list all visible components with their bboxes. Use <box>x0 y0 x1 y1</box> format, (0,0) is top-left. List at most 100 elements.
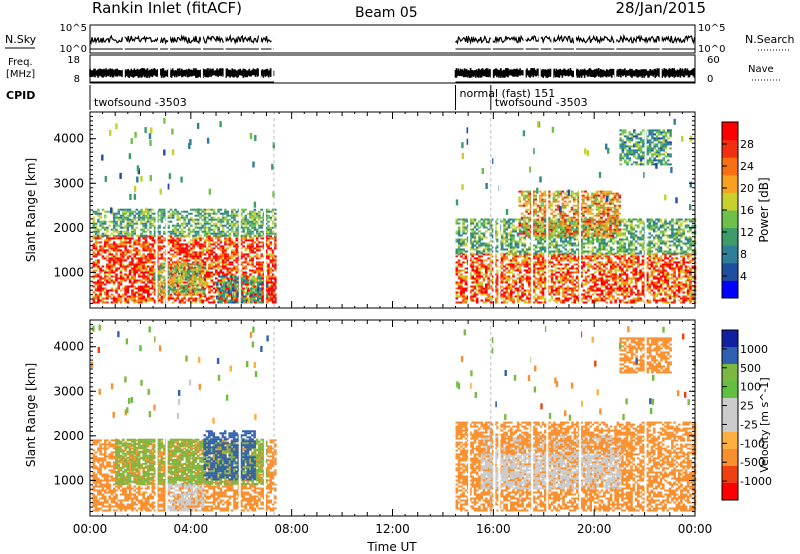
echo-cell <box>680 301 683 304</box>
echo-cell <box>249 212 252 215</box>
echo-cell <box>539 281 543 284</box>
echo-cell <box>110 279 114 282</box>
echo-cell <box>259 277 262 280</box>
echo-cell <box>491 228 495 231</box>
echo-cell <box>689 293 692 296</box>
echo-cell <box>227 289 230 292</box>
echo-cell <box>226 234 229 237</box>
echo-cell <box>122 251 125 254</box>
echo-cell <box>671 285 674 288</box>
echo-cell <box>489 248 493 251</box>
echo-cell <box>460 283 463 286</box>
echo-cell <box>652 281 656 284</box>
echo-cell <box>473 269 477 272</box>
echo-cell <box>598 269 602 272</box>
echo-cell <box>505 281 508 284</box>
echo-cell <box>539 289 543 292</box>
freq-unit: [MHz] <box>6 69 35 80</box>
echo-cell <box>464 281 468 284</box>
echo-cell <box>178 268 181 271</box>
echo-cell <box>162 216 166 219</box>
echo-cell <box>673 283 676 286</box>
echo-cell <box>112 230 116 233</box>
echo-cell <box>119 220 123 223</box>
echo-cell <box>187 234 191 237</box>
echo-cell <box>184 268 188 271</box>
echo-cell <box>634 255 638 258</box>
echo-cell <box>176 224 180 227</box>
echo-cell <box>525 271 529 274</box>
echo-cell <box>571 267 574 270</box>
echo-cell <box>133 247 136 250</box>
echo-cell <box>137 301 141 304</box>
echo-cell <box>210 249 214 252</box>
echo-cell <box>471 232 474 235</box>
echo-cell <box>184 276 188 279</box>
echo-cell <box>140 269 143 272</box>
echo-cell <box>201 224 204 227</box>
echo-cell <box>215 263 218 266</box>
echo-cell <box>203 214 207 217</box>
echo-cell <box>208 241 211 244</box>
echo-cell <box>264 269 268 272</box>
echo-cell <box>228 243 232 246</box>
echo-cell <box>128 251 132 254</box>
echo-cell <box>525 295 529 298</box>
echo-cell <box>108 224 111 227</box>
echo-cell <box>137 265 141 268</box>
echo-cell <box>208 232 211 235</box>
echo-cell <box>507 287 511 290</box>
echo-cell <box>167 234 170 237</box>
echo-cell <box>562 255 565 258</box>
echo-cell <box>496 299 499 302</box>
echo-cell <box>135 271 139 274</box>
echo-cell <box>587 257 590 260</box>
echo-cell <box>650 253 654 256</box>
echo-cell <box>460 234 463 237</box>
echo-cell <box>686 279 690 282</box>
echo-cell <box>183 259 186 262</box>
echo-cell <box>274 224 277 227</box>
echo-cell <box>500 297 504 300</box>
echo-cell <box>128 239 132 242</box>
echo-cell <box>168 280 172 283</box>
echo-cell <box>605 287 608 290</box>
echo-cell <box>632 297 636 300</box>
echo-cell <box>253 293 257 296</box>
echo-cell <box>103 273 107 276</box>
echo-cell <box>171 301 175 304</box>
echo-cell <box>616 255 620 258</box>
echo-cell <box>131 226 134 229</box>
echo-cell <box>94 283 98 286</box>
echo-cell <box>234 281 237 284</box>
echo-cell <box>460 265 463 268</box>
echo-cell <box>566 259 570 262</box>
echo-cell <box>462 230 465 233</box>
echo-cell <box>534 271 538 274</box>
echo-cell <box>230 212 234 215</box>
echo-cell <box>541 289 545 292</box>
echo-cell <box>671 275 674 278</box>
echo-cell <box>147 255 150 258</box>
echo-cell <box>691 259 695 262</box>
echo-cell <box>534 293 538 296</box>
echo-cell <box>160 283 164 286</box>
echo-cell <box>137 289 141 292</box>
echo-cell <box>482 293 486 296</box>
echo-cell <box>253 247 257 250</box>
echo-cell <box>680 259 683 262</box>
echo-cell <box>94 255 98 258</box>
echo-cell <box>246 263 250 266</box>
echo-cell <box>260 226 263 229</box>
echo-cell <box>187 299 191 302</box>
echo-cell <box>176 291 180 294</box>
echo-cell <box>673 271 676 274</box>
echo-cell <box>224 232 227 235</box>
echo-cell <box>562 267 565 270</box>
echo-cell <box>119 245 123 248</box>
echo-cell <box>200 288 204 291</box>
echo-cell <box>92 297 96 300</box>
echo-cell <box>99 291 102 294</box>
echo-cell <box>537 287 540 290</box>
echo-cell <box>614 291 617 294</box>
